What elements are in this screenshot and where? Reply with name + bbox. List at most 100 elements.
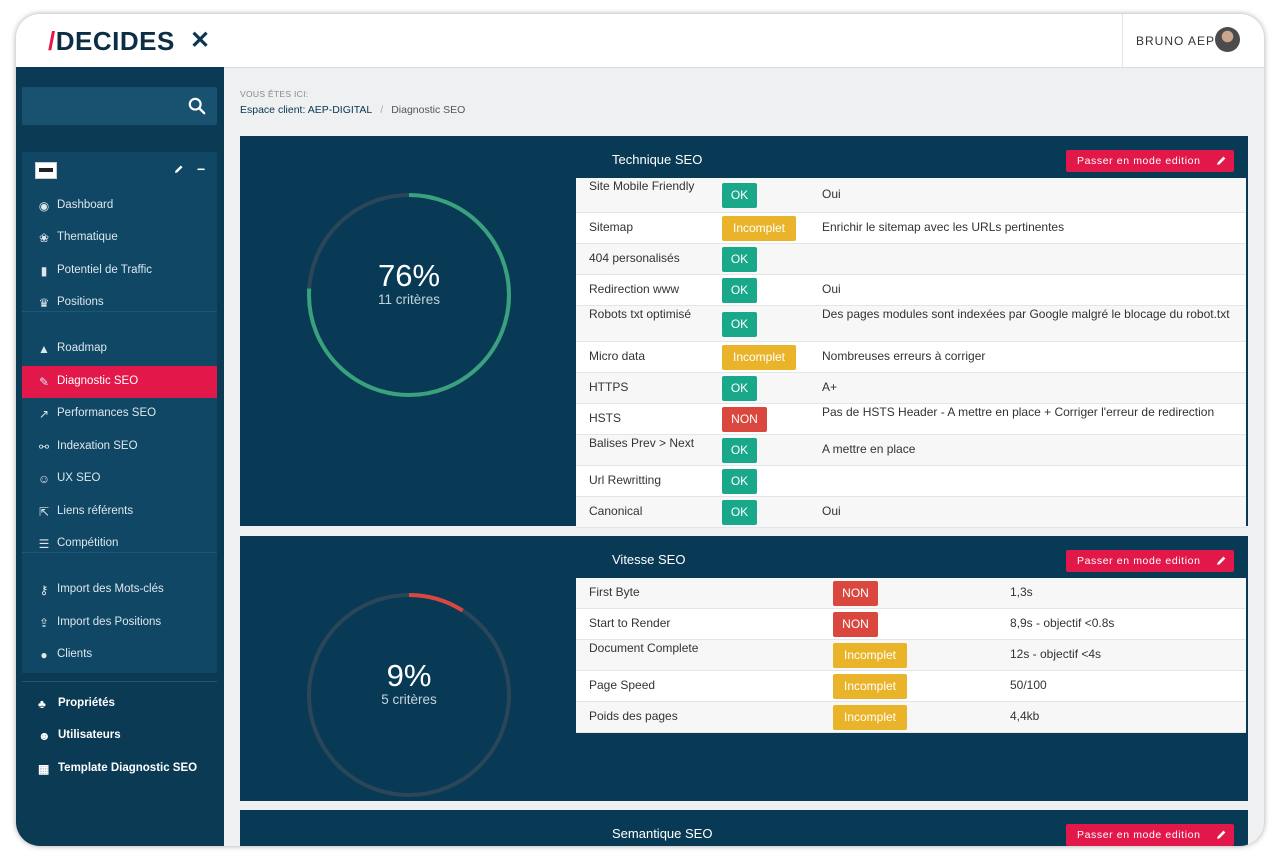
avatar[interactable] xyxy=(1215,27,1240,52)
sidebar-item-label: Import des Mots-clés xyxy=(57,583,164,595)
sidebar-item-roadmap[interactable]: ▲ Roadmap xyxy=(22,333,217,365)
top-bar: /DECIDES ✕ BRUNO AEP xyxy=(16,14,1264,68)
sidebar-divider xyxy=(22,681,217,682)
trophy-icon: ♛ xyxy=(38,296,50,310)
table-row: 404 personalisés OK xyxy=(576,244,1246,275)
sidebar-item-positions[interactable]: ♛ Positions xyxy=(22,287,217,319)
breadcrumb-link-client[interactable]: Espace client: AEP-DIGITAL xyxy=(240,104,373,116)
card-technique-seo: Technique SEO Passer en mode edition 76% 11… xyxy=(240,136,1248,528)
status-badge: OK xyxy=(722,183,757,208)
table-row: Redirection www OK Oui xyxy=(576,275,1246,306)
sidebar-item-import-des-positions[interactable]: ⇪ Import des Positions xyxy=(22,607,217,639)
score-gauge xyxy=(307,593,511,797)
table-row: HSTS NON Pas de HSTS Header - A mettre en … xyxy=(576,404,1246,435)
criterion-comment: Oui xyxy=(822,187,841,201)
sidebar-item-label: Template Diagnostic SEO xyxy=(58,762,198,774)
sidebar-item-performances-seo[interactable]: ↗ Performances SEO xyxy=(22,398,217,430)
criteria-table: First Byte NON 1,3s Start to Render NON 8,9s … xyxy=(576,578,1246,733)
search-icon[interactable] xyxy=(188,97,206,115)
breadcrumb-title: VOUS ÊTES ICI: xyxy=(240,89,309,99)
criterion-label: HSTS xyxy=(589,411,622,425)
status-badge: OK xyxy=(722,500,757,525)
sidebar-item-dashboard[interactable]: ◉ Dashboard xyxy=(22,190,217,222)
edit-mode-button[interactable]: Passer en mode edition xyxy=(1066,150,1234,172)
card-vitesse-seo: Vitesse SEO Passer en mode edition 9% 5 cri… xyxy=(240,536,1248,801)
sidebar-item-label: Positions xyxy=(57,296,104,308)
criterion-label: Balises Prev > Next xyxy=(589,436,695,450)
table-row: Sitemap Incomplet Enrichir le sitemap avec… xyxy=(576,213,1246,244)
pencil-icon xyxy=(1217,830,1226,839)
sidebar-item-thematique[interactable]: ❀ Thematique xyxy=(22,222,217,254)
status-badge: Incomplet xyxy=(833,705,907,730)
criterion-comment: Oui xyxy=(822,282,841,296)
status-badge: Incomplet xyxy=(833,643,907,668)
user-name: BRUNO AEP xyxy=(1136,34,1216,48)
user-icon: ● xyxy=(40,648,48,662)
criterion-label: Url Rewritting xyxy=(589,473,662,487)
status-badge: OK xyxy=(722,278,757,303)
close-icon[interactable]: ✕ xyxy=(190,27,211,54)
gauge-percent: 9% xyxy=(386,658,432,693)
status-badge: OK xyxy=(722,376,757,401)
edit-mode-label: Passer en mode edition xyxy=(1077,829,1201,841)
pencil-icon[interactable] xyxy=(174,164,184,174)
criterion-label: Page Speed xyxy=(589,678,656,692)
sidebar-item-indexation-seo[interactable]: ⚯ Indexation SEO xyxy=(22,431,217,463)
gauge-percent: 76% xyxy=(377,258,441,293)
sidebar-item-potentiel-de-traffic[interactable]: ▮ Potentiel de Traffic xyxy=(22,255,217,287)
list-icon: ☰ xyxy=(38,537,50,551)
sidebar-item-label: Import des Positions xyxy=(57,616,162,628)
status-badge: Incomplet xyxy=(722,216,796,241)
table-row: Start to Render NON 8,9s - objectif <0.8s xyxy=(576,609,1246,640)
search-input[interactable] xyxy=(22,87,217,125)
edit-mode-label: Passer en mode edition xyxy=(1077,555,1201,567)
edit-mode-button[interactable]: Passer en mode edition xyxy=(1066,550,1234,572)
pencil-icon xyxy=(1217,556,1226,565)
card-title: Technique SEO xyxy=(612,152,703,167)
table-row: Url Rewritting OK xyxy=(576,466,1246,497)
criterion-comment: Enrichir le sitemap avec les URLs pertin… xyxy=(822,220,1065,234)
traffic-light-icon: ▮ xyxy=(40,264,48,278)
gauge-progress-arc xyxy=(307,593,511,797)
sidebar-item-label: Potentiel de Traffic xyxy=(57,264,153,276)
sidebar-item-label: Roadmap xyxy=(57,342,107,354)
status-badge: OK xyxy=(722,247,757,272)
gauge-criteria-count: 5 critères xyxy=(381,692,437,707)
app-window: /DECIDES ✕ BRUNO AEP − ◉ Dashboard ❀ Themat… xyxy=(16,14,1264,846)
sidebar-item-label: Clients xyxy=(57,648,93,660)
sidebar-item-label: Utilisateurs xyxy=(58,729,121,741)
collapse-icon[interactable]: − xyxy=(197,161,206,177)
user-menu[interactable]: BRUNO AEP xyxy=(1122,14,1264,67)
sidebar-divider xyxy=(22,552,217,553)
criterion-label: First Byte xyxy=(589,585,640,599)
sidebar-item-competition[interactable]: ☰ Compétition xyxy=(22,528,217,560)
sidebar-item-diagnostic-seo[interactable]: ✎ Diagnostic SEO xyxy=(22,366,217,398)
sidebar-item-ux-seo[interactable]: ☺ UX SEO xyxy=(22,463,217,495)
criterion-label: Start to Render xyxy=(589,616,671,630)
status-badge: OK xyxy=(722,438,757,463)
card-semantique-seo: Semantique SEO Passer en mode edition xyxy=(240,810,1248,846)
criteria-table: Site Mobile Friendly OK Oui Sitemap Incomple… xyxy=(576,178,1246,528)
sidebar-item-label: Indexation SEO xyxy=(57,440,138,452)
gauge-progress-arc xyxy=(307,193,511,397)
pencil-icon xyxy=(1217,156,1226,165)
sidebar-item-import-des-mots-cles[interactable]: ⚷ Import des Mots-clés xyxy=(22,574,217,606)
status-badge: Incomplet xyxy=(833,674,907,699)
table-row: Page Speed Incomplet 50/100 xyxy=(576,671,1246,702)
client-panel: − ◉ Dashboard ❀ Thematique ▮ Potentiel de Tra… xyxy=(22,152,217,673)
criterion-comment: 4,4kb xyxy=(1010,709,1040,723)
edit-mode-button[interactable]: Passer en mode edition xyxy=(1066,824,1234,846)
breadcrumb: Espace client: AEP-DIGITAL / Diagnostic SE… xyxy=(240,104,466,116)
criterion-comment: A mettre en place xyxy=(822,442,916,456)
sidebar-item-label: Performances SEO xyxy=(57,407,157,419)
criterion-comment: A+ xyxy=(822,380,838,394)
status-badge: OK xyxy=(722,469,757,494)
sidebar-item-clients[interactable]: ● Clients xyxy=(22,639,217,671)
sidebar-item-liens-referents[interactable]: ⇱ Liens référents xyxy=(22,496,217,528)
smile-icon: ☺ xyxy=(37,472,51,486)
decides-logo[interactable]: /DECIDES xyxy=(48,26,175,56)
sitemap-icon: ♣ xyxy=(38,697,46,711)
edit-mode-label: Passer en mode edition xyxy=(1077,155,1201,167)
table-row: First Byte NON 1,3s xyxy=(576,578,1246,609)
client-logo xyxy=(35,162,57,179)
